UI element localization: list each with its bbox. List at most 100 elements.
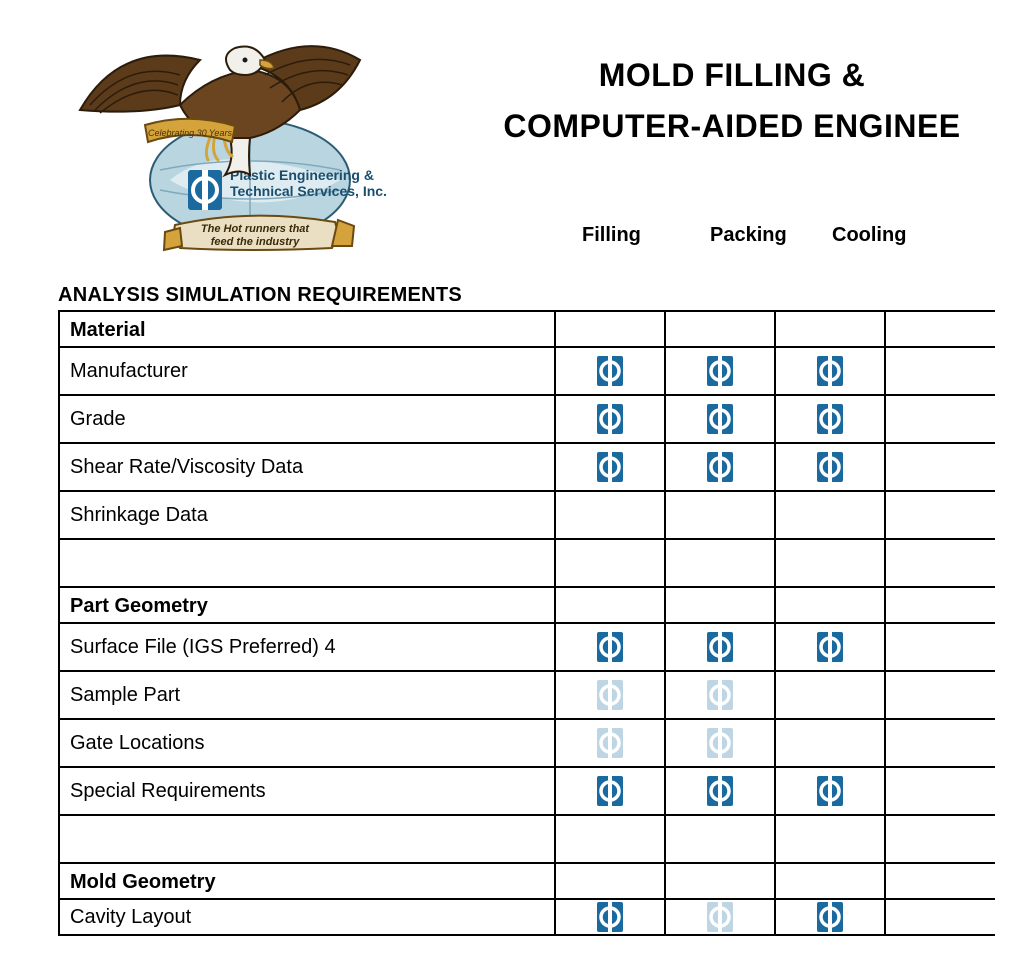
check-mark-icon	[815, 450, 845, 484]
check-mark-icon	[595, 630, 625, 664]
mark-cell	[555, 767, 665, 815]
row-label: Part Geometry	[59, 587, 555, 623]
mark-cell	[665, 767, 775, 815]
trailing-cell	[885, 443, 995, 491]
row-label: Surface File (IGS Preferred) 4	[59, 623, 555, 671]
mark-cell	[775, 899, 885, 935]
row-label: Grade	[59, 395, 555, 443]
mark-cell	[555, 587, 665, 623]
mark-cell	[775, 347, 885, 395]
row-label: Mold Geometry	[59, 863, 555, 899]
check-mark-icon	[705, 630, 735, 664]
trailing-cell	[885, 671, 995, 719]
check-mark-icon	[815, 630, 845, 664]
mark-cell	[665, 623, 775, 671]
logo-graphic: Plastic Engineering & Technical Services…	[60, 20, 400, 270]
mark-cell	[775, 863, 885, 899]
mark-cell	[555, 443, 665, 491]
mark-cell	[555, 719, 665, 767]
trailing-cell	[885, 767, 995, 815]
mark-cell	[555, 311, 665, 347]
eagle-logo-svg: Plastic Engineering & Technical Services…	[60, 20, 400, 270]
mark-cell	[665, 539, 775, 587]
title-line2: COMPUTER-AIDED ENGINEE	[440, 101, 1024, 152]
mark-cell	[665, 719, 775, 767]
mark-cell	[665, 899, 775, 935]
trailing-cell	[885, 623, 995, 671]
check-mark-icon	[705, 774, 735, 808]
check-mark-icon	[595, 678, 625, 712]
mark-cell	[775, 623, 885, 671]
table-row: Special Requirements	[59, 767, 995, 815]
mark-cell	[775, 395, 885, 443]
mark-cell	[555, 347, 665, 395]
table-row	[59, 815, 995, 863]
col-cooling: Cooling	[832, 224, 906, 247]
trailing-cell	[885, 863, 995, 899]
table-row: Grade	[59, 395, 995, 443]
table-row: Part Geometry	[59, 587, 995, 623]
logo-text-line1: Plastic Engineering &	[230, 167, 374, 183]
row-label: Shear Rate/Viscosity Data	[59, 443, 555, 491]
document-title: MOLD FILLING & COMPUTER-AIDED ENGINEE	[440, 50, 1024, 152]
check-mark-icon	[815, 774, 845, 808]
mark-cell	[665, 815, 775, 863]
mark-cell	[665, 491, 775, 539]
check-mark-icon	[595, 726, 625, 760]
check-mark-icon	[595, 354, 625, 388]
mark-cell	[775, 491, 885, 539]
trailing-cell	[885, 899, 995, 935]
check-mark-icon	[815, 900, 845, 934]
check-mark-icon	[705, 900, 735, 934]
logo-ribbon-top: Celebrating 30 Years	[148, 128, 232, 138]
mark-cell	[555, 539, 665, 587]
row-label: Special Requirements	[59, 767, 555, 815]
mark-cell	[775, 671, 885, 719]
mark-cell	[665, 311, 775, 347]
check-mark-icon	[705, 450, 735, 484]
row-label	[59, 815, 555, 863]
mark-cell	[665, 443, 775, 491]
check-mark-icon	[705, 402, 735, 436]
mark-cell	[775, 443, 885, 491]
mark-cell	[555, 491, 665, 539]
trailing-cell	[885, 311, 995, 347]
check-mark-icon	[815, 354, 845, 388]
table-row: Surface File (IGS Preferred) 4	[59, 623, 995, 671]
mark-cell	[775, 587, 885, 623]
check-mark-icon	[595, 402, 625, 436]
mark-cell	[775, 815, 885, 863]
trailing-cell	[885, 719, 995, 767]
logo-ribbon-bot1: The Hot runners that	[201, 223, 311, 235]
mark-cell	[775, 719, 885, 767]
logo-text-line2: Technical Services, Inc.	[230, 183, 387, 199]
col-filling: Filling	[582, 224, 641, 247]
check-mark-icon	[815, 402, 845, 436]
table-row: Shear Rate/Viscosity Data	[59, 443, 995, 491]
row-label: Gate Locations	[59, 719, 555, 767]
row-label: Material	[59, 311, 555, 347]
check-mark-icon	[595, 900, 625, 934]
mark-cell	[555, 395, 665, 443]
check-mark-icon	[705, 354, 735, 388]
title-line1: MOLD FILLING &	[440, 50, 1024, 101]
row-label: Manufacturer	[59, 347, 555, 395]
mark-cell	[555, 815, 665, 863]
check-mark-icon	[595, 774, 625, 808]
page: Plastic Engineering & Technical Services…	[0, 0, 1024, 965]
trailing-cell	[885, 347, 995, 395]
mark-cell	[555, 671, 665, 719]
trailing-cell	[885, 491, 995, 539]
table-row: Mold Geometry	[59, 863, 995, 899]
mark-cell	[775, 311, 885, 347]
mark-cell	[555, 623, 665, 671]
trailing-cell	[885, 587, 995, 623]
mark-cell	[555, 863, 665, 899]
table-row: Sample Part	[59, 671, 995, 719]
mark-cell	[665, 863, 775, 899]
col-packing: Packing	[710, 224, 787, 247]
mark-cell	[775, 539, 885, 587]
table-row: Cavity Layout	[59, 899, 995, 935]
table-row: Material	[59, 311, 995, 347]
mark-cell	[665, 395, 775, 443]
